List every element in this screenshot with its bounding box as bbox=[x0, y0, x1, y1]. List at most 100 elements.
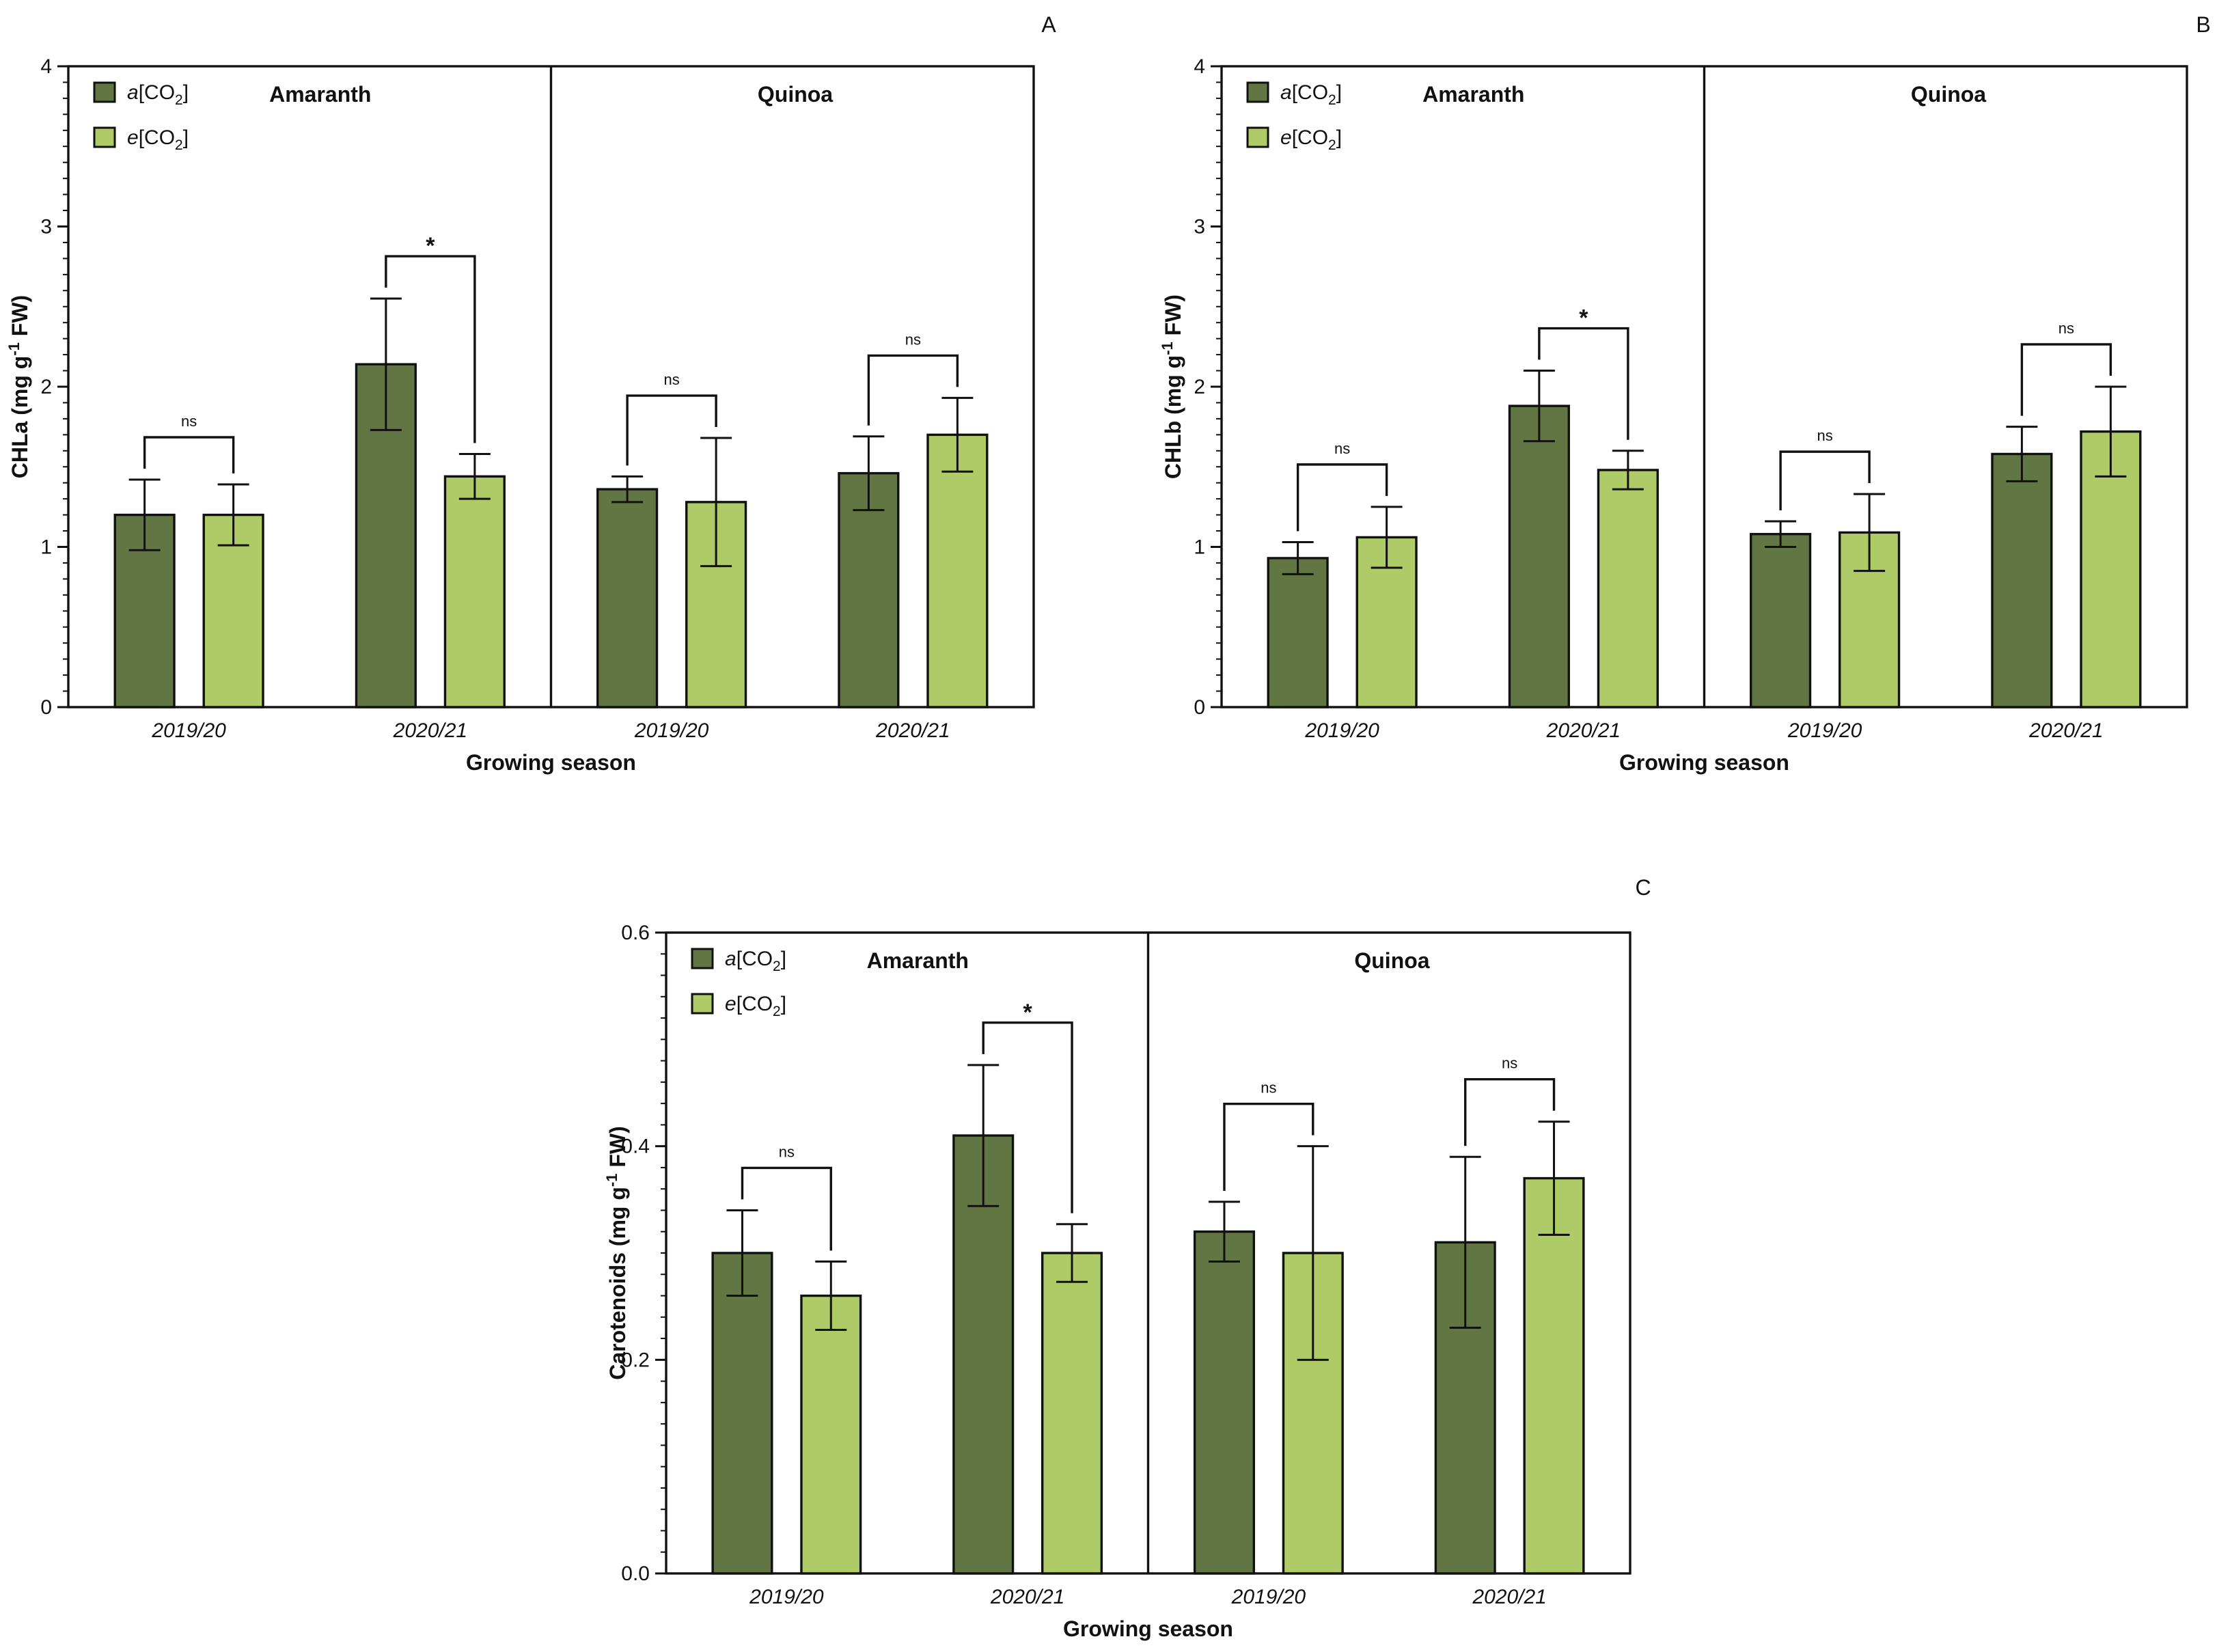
y-axis-title-sup: -1 bbox=[1159, 342, 1176, 355]
legend-text-main: [CO bbox=[736, 948, 773, 970]
bar-ambient bbox=[1193, 1230, 1255, 1575]
legend-suffix: ] bbox=[781, 993, 786, 1015]
y-tick-label: 2 bbox=[40, 376, 52, 398]
legend-suffix: ] bbox=[1336, 81, 1342, 104]
significance-bracket bbox=[1223, 1102, 1314, 1191]
y-tick-label: 4 bbox=[1194, 55, 1205, 78]
panel-letter: C bbox=[1635, 875, 1651, 900]
legend: a[CO2]e[CO2] bbox=[93, 81, 189, 153]
significance-ns: ns bbox=[1334, 440, 1350, 457]
significance-ns: ns bbox=[779, 1143, 795, 1160]
legend-sub: 2 bbox=[1328, 92, 1336, 108]
x-category-label: 2020/21 bbox=[875, 719, 950, 742]
legend: a[CO2]e[CO2] bbox=[1246, 81, 1342, 153]
x-category-label: 2020/21 bbox=[2028, 719, 2103, 742]
panel-letter: A bbox=[1041, 12, 1056, 37]
group-title: Quinoa bbox=[1911, 82, 1986, 107]
legend-prefix: a bbox=[127, 81, 139, 104]
y-tick-label: 0.0 bbox=[621, 1562, 650, 1585]
legend-text-main: [CO bbox=[1292, 81, 1328, 104]
x-axis-title: Growing season bbox=[1619, 750, 1789, 775]
legend-swatch bbox=[93, 126, 116, 148]
x-category-label: 2020/21 bbox=[990, 1586, 1064, 1608]
x-axis-title: Growing season bbox=[1063, 1616, 1233, 1641]
significance-bracket bbox=[143, 436, 235, 474]
significance-bracket bbox=[867, 354, 959, 426]
y-axis-title-tail: FW) bbox=[8, 295, 32, 342]
x-axis-title: Growing season bbox=[466, 750, 636, 775]
legend-label: a[CO2] bbox=[1280, 81, 1342, 108]
x-category-label: 2020/21 bbox=[1546, 719, 1621, 742]
chart-panel-c: C 0.0 0.2 0.4 0.6 Carotenoids (mg g-1 FW) Grow… bbox=[603, 875, 1651, 1641]
significance-bracket bbox=[741, 1166, 832, 1251]
x-category-label: 2019/20 bbox=[1787, 719, 1862, 742]
significance-bracket bbox=[626, 394, 717, 466]
y-axis-title: Carotenoids (mg g-1 FW) bbox=[603, 1126, 630, 1380]
legend-label: e[CO2] bbox=[1280, 126, 1342, 153]
legend-prefix: a bbox=[725, 948, 736, 970]
legend-sub: 2 bbox=[175, 92, 183, 108]
y-tick-label: 4 bbox=[40, 55, 52, 78]
legend-label: e[CO2] bbox=[127, 126, 189, 153]
significance-ns: ns bbox=[1502, 1055, 1517, 1072]
group-title: Amaranth bbox=[269, 82, 371, 107]
significance-bracket bbox=[982, 1021, 1073, 1213]
legend-label: a[CO2] bbox=[725, 948, 786, 974]
y-tick-label: 3 bbox=[1194, 216, 1205, 238]
y-tick-label: 3 bbox=[40, 216, 52, 238]
legend-swatch bbox=[691, 993, 714, 1015]
y-tick-label: 0 bbox=[40, 696, 52, 719]
bar-ambient bbox=[596, 488, 659, 708]
bar-elevated bbox=[2080, 430, 2142, 708]
significance-star: * bbox=[1023, 1000, 1033, 1025]
y-axis-title-main: CHLb (mg g bbox=[1161, 355, 1185, 479]
group-title: Amaranth bbox=[867, 948, 969, 973]
group-title: Amaranth bbox=[1422, 82, 1524, 107]
legend-text-main: [CO bbox=[139, 81, 175, 104]
significance-ns: ns bbox=[1261, 1079, 1276, 1097]
significance-ns: ns bbox=[2058, 320, 2074, 337]
legend-swatch bbox=[1246, 126, 1269, 148]
legend-text-main: [CO bbox=[736, 993, 773, 1015]
bar-elevated bbox=[202, 513, 264, 708]
y-tick-label: 0.6 bbox=[621, 922, 650, 944]
y-tick-label: 0.2 bbox=[621, 1349, 650, 1371]
y-axis-title-sup: -1 bbox=[603, 1174, 620, 1187]
significance-bracket bbox=[385, 255, 476, 443]
legend-prefix: e bbox=[1280, 126, 1292, 149]
chart-panel-a: A 0 1 2 3 4 CHLa (mg g-1 FW) Growing season Amar… bbox=[5, 12, 1056, 775]
legend-sub: 2 bbox=[1328, 137, 1336, 153]
legend: a[CO2]e[CO2] bbox=[691, 948, 786, 1019]
bar-ambient bbox=[711, 1252, 773, 1575]
legend-suffix: ] bbox=[183, 126, 189, 149]
significance-bracket bbox=[1464, 1078, 1556, 1146]
y-axis-title-main: CHLa (mg g bbox=[8, 356, 32, 479]
legend-suffix: ] bbox=[1336, 126, 1342, 149]
x-category-label: 2019/20 bbox=[151, 719, 226, 742]
significance-ns: ns bbox=[664, 371, 680, 388]
bar-ambient bbox=[1991, 452, 2053, 708]
significance-star: * bbox=[426, 233, 435, 259]
significance-bracket bbox=[1779, 450, 1871, 510]
bar-elevated bbox=[1523, 1176, 1585, 1575]
y-tick-label: 1 bbox=[40, 536, 52, 559]
y-tick-label: 0.4 bbox=[621, 1135, 650, 1158]
bar-ambient bbox=[1750, 533, 1812, 708]
y-axis-title-sup: -1 bbox=[5, 342, 23, 356]
bar-elevated bbox=[443, 475, 506, 708]
legend-sub: 2 bbox=[175, 137, 183, 153]
legend-prefix: a bbox=[1280, 81, 1292, 104]
y-axis-title-tail: FW) bbox=[1161, 294, 1185, 342]
significance-ns: ns bbox=[905, 331, 921, 348]
significance-ns: ns bbox=[1817, 427, 1833, 444]
bar-elevated bbox=[800, 1294, 862, 1575]
legend-sub: 2 bbox=[773, 959, 781, 974]
x-category-label: 2019/20 bbox=[1231, 1586, 1306, 1608]
y-axis-title-main: Carotenoids (mg g bbox=[605, 1187, 630, 1380]
significance-bracket bbox=[1296, 463, 1388, 532]
x-category-label: 2020/21 bbox=[393, 719, 467, 742]
panel-letter: B bbox=[2196, 12, 2210, 37]
legend-text-main: [CO bbox=[139, 126, 175, 149]
chart-panel-b: B 0 1 2 3 4 CHLb (mg g-1 FW) Growing season Amar… bbox=[1159, 12, 2211, 775]
